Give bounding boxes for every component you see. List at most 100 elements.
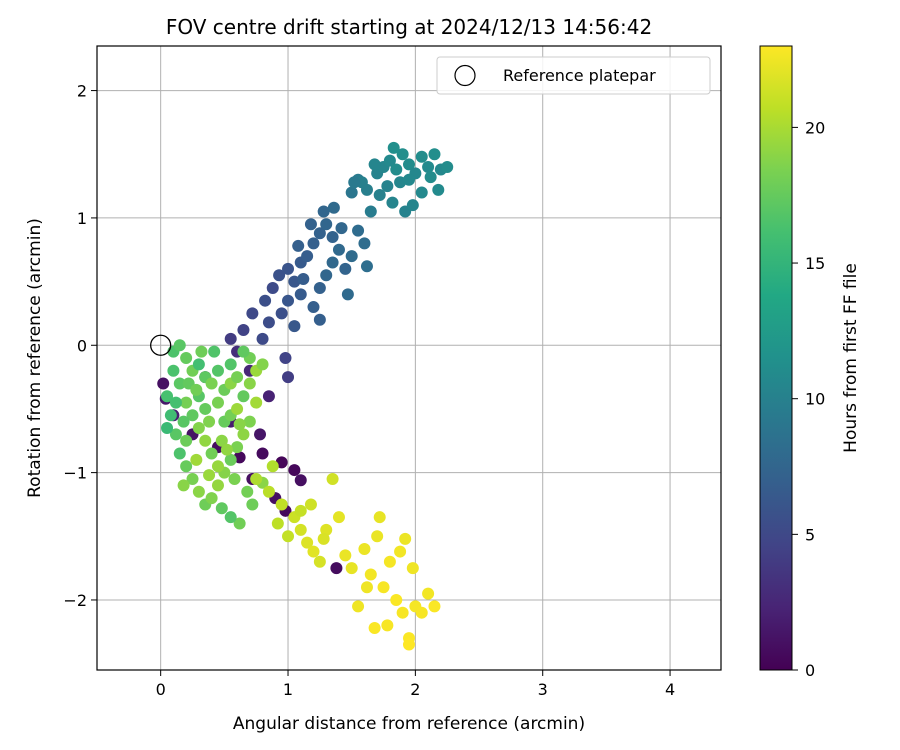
data-point [279, 352, 292, 364]
data-point [237, 428, 250, 441]
data-point [203, 469, 216, 482]
data-point [169, 396, 182, 409]
legend: Reference platepar [436, 56, 711, 95]
data-point [237, 323, 250, 336]
data-point [307, 301, 320, 314]
data-point [190, 383, 203, 396]
data-point [396, 148, 409, 161]
data-point [339, 549, 352, 562]
data-point [262, 485, 275, 498]
data-point [339, 262, 352, 275]
data-point [228, 472, 241, 485]
data-point [246, 307, 259, 320]
data-point [173, 447, 186, 460]
y-axis-ticks: −2 −1 0 1 2 [63, 82, 97, 610]
data-point [313, 313, 326, 326]
scatter-points [157, 141, 454, 651]
data-point [282, 371, 295, 384]
data-point [415, 606, 428, 619]
data-point [211, 460, 224, 473]
colorbar-tick-label: 0 [805, 661, 815, 680]
data-point [282, 530, 295, 543]
data-point [231, 402, 244, 415]
data-point [320, 218, 333, 231]
data-point [326, 231, 339, 244]
data-point [195, 345, 208, 358]
data-point [256, 332, 269, 345]
legend-box [436, 56, 711, 95]
data-point [368, 158, 381, 171]
data-point [415, 186, 428, 199]
data-point [190, 453, 203, 466]
data-point [358, 543, 371, 556]
x-tick-label: 1 [283, 680, 293, 699]
data-point [301, 250, 314, 263]
data-point [390, 593, 403, 606]
x-tick-label: 2 [410, 680, 420, 699]
data-point [352, 600, 365, 613]
colorbar-tick-label: 5 [805, 525, 815, 544]
data-point [224, 332, 237, 345]
data-point [262, 316, 275, 329]
data-point [415, 150, 428, 163]
data-point [266, 460, 279, 473]
data-point [288, 320, 301, 333]
data-point [332, 511, 345, 524]
data-point [345, 186, 358, 199]
data-point [422, 160, 435, 173]
data-point [205, 377, 218, 390]
data-point [167, 364, 180, 377]
data-point [157, 377, 170, 390]
data-point [373, 511, 386, 524]
data-point [205, 492, 218, 505]
data-point [381, 180, 394, 193]
data-point [396, 606, 409, 619]
data-point [211, 479, 224, 492]
data-point [161, 390, 174, 403]
colorbar: 0 5 10 15 20 Hours from first FF file [759, 45, 861, 680]
colorbar-ticks: 0 5 10 15 20 [792, 118, 825, 680]
chart-title: FOV centre drift starting at 2024/12/13 … [166, 15, 652, 39]
data-point [169, 428, 182, 441]
data-point [383, 154, 396, 167]
data-point [381, 619, 394, 632]
data-point [215, 434, 228, 447]
data-point [317, 532, 330, 545]
data-point [161, 422, 174, 435]
data-point [294, 474, 307, 487]
x-tick-label: 4 [665, 680, 675, 699]
data-point [341, 288, 354, 301]
data-point [199, 434, 212, 447]
data-point [180, 434, 193, 447]
data-point [428, 600, 441, 613]
data-point [282, 262, 295, 275]
data-point [320, 269, 333, 282]
data-point [243, 415, 256, 428]
data-point [383, 555, 396, 568]
data-point [394, 545, 407, 558]
data-point [294, 288, 307, 301]
data-point [313, 281, 326, 294]
data-point [205, 447, 218, 460]
y-axis-label: Rotation from reference (arcmin) [25, 218, 45, 498]
data-point [313, 555, 326, 568]
data-point [180, 460, 193, 473]
data-point [224, 358, 237, 371]
data-point [301, 536, 314, 549]
data-point [307, 237, 320, 250]
data-point [241, 485, 254, 498]
data-point [327, 201, 340, 214]
data-point [192, 485, 205, 498]
data-point [292, 239, 305, 252]
data-point [256, 358, 269, 371]
data-point [307, 545, 320, 558]
data-point [304, 218, 317, 231]
data-point [208, 345, 221, 358]
x-axis-label: Angular distance from reference (arcmin) [233, 714, 585, 734]
data-point [348, 176, 361, 189]
data-point [326, 256, 339, 269]
data-point [192, 422, 205, 435]
data-point [441, 160, 454, 173]
data-point [403, 638, 415, 651]
reference-platepar-marker [150, 334, 172, 356]
